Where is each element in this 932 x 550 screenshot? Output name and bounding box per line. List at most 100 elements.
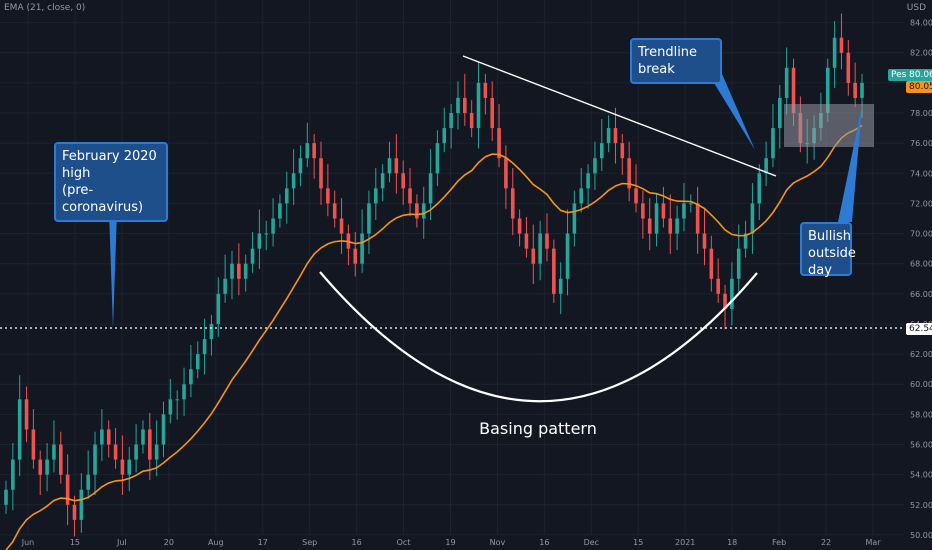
- candle-body-57: [394, 158, 399, 174]
- last-price-tag: 80.06: [906, 69, 932, 81]
- candle-body-69: [476, 82, 481, 129]
- candle-body-28: [195, 354, 200, 370]
- candle-body-20: [141, 429, 145, 445]
- candle-body-56: [387, 158, 392, 174]
- candle-body-10: [72, 504, 77, 520]
- candle-body-76: [524, 233, 529, 249]
- candle-body-7: [52, 444, 56, 460]
- indicator-label[interactable]: EMA (21, close, 0): [4, 3, 86, 13]
- candle-body-109: [750, 203, 755, 234]
- candle-body-81: [558, 278, 563, 294]
- candle-body-29: [202, 339, 207, 355]
- candle-body-70: [483, 82, 488, 98]
- candle-body-89: [613, 128, 618, 144]
- basing-arc[interactable]: [319, 271, 758, 403]
- candle-body-123: [846, 52, 851, 83]
- candle-body-92: [634, 188, 638, 204]
- candle-body-53: [367, 203, 371, 234]
- candle-body-6: [45, 459, 49, 475]
- candle-body-32: [223, 278, 227, 294]
- y-tick-label-16: 82.00: [910, 49, 932, 58]
- candle-body-64: [442, 128, 447, 144]
- candle-body-38: [264, 233, 269, 235]
- candle-body-105: [723, 293, 727, 309]
- candle-body-98: [675, 218, 679, 234]
- x-axis[interactable]: Jun 15 Jul 20 Aug 17 Sep 16 Oct 19 Nov 16 Dec 15 2021 1…: [21, 538, 882, 547]
- candle-body-43: [298, 158, 303, 174]
- candle-body-87: [599, 143, 604, 159]
- candle-body-54: [373, 188, 378, 204]
- candle-body-49: [339, 218, 344, 234]
- y-tick-label-6: 62.00: [910, 350, 932, 359]
- candle-body-45: [312, 143, 316, 159]
- candle-body-21: [148, 429, 152, 460]
- candle-body-9: [65, 474, 70, 505]
- candle-body-121: [832, 37, 837, 68]
- candle-body-5: [38, 459, 43, 475]
- candle-body-74: [510, 188, 515, 219]
- basing-pattern-label: Basing pattern: [479, 419, 597, 438]
- candle-body-75: [517, 218, 522, 234]
- candle-body-22: [154, 444, 159, 460]
- candle-body-26: [182, 384, 186, 400]
- x-tick-label-17: 22: [821, 538, 831, 547]
- candle-body-107: [736, 248, 741, 279]
- x-tick-label-5: 17: [258, 538, 268, 547]
- candle-body-113: [778, 97, 782, 129]
- candle-body-16: [113, 444, 118, 460]
- candle-body-66: [456, 97, 460, 114]
- candle-body-33: [230, 263, 234, 279]
- candle-body-62: [428, 173, 433, 204]
- trendline[interactable]: [462, 55, 777, 177]
- y-tick-label-13: 76.00: [910, 139, 932, 148]
- currency-label: USD: [906, 3, 926, 13]
- candle-body-63: [435, 143, 440, 174]
- candle-body-68: [469, 113, 474, 129]
- candle-body-97: [668, 218, 673, 234]
- candle-body-122: [839, 37, 844, 53]
- trendline-break-callout[interactable]: Trendline break: [630, 38, 722, 84]
- x-tick-label-13: 15: [633, 538, 643, 547]
- y-tick-label-5: 60.00: [910, 380, 932, 389]
- highlight-zone[interactable]: [784, 104, 874, 147]
- candle-body-88: [606, 128, 611, 144]
- hline-price-tag: 62.54: [906, 323, 932, 335]
- x-tick-label-15: 18: [727, 538, 737, 547]
- candle-body-25: [175, 399, 179, 401]
- candle-body-73: [504, 158, 508, 189]
- y-tick-label-1: 52.00: [910, 501, 932, 510]
- x-tick-label-14: 2021: [675, 538, 695, 547]
- candle-body-84: [579, 188, 584, 204]
- y-tick-label-14: 78.00: [910, 109, 932, 118]
- candle-body-93: [641, 203, 645, 219]
- candle-body-52: [360, 233, 364, 264]
- candle-body-42: [291, 173, 296, 189]
- candle-body-8: [58, 444, 63, 475]
- candle-body-51: [353, 248, 358, 264]
- y-tick-label-17: 84.00: [910, 19, 932, 28]
- candle-body-30: [209, 323, 214, 340]
- candle-body-112: [771, 128, 775, 159]
- feb-high-callout[interactable]: February 2020 high (pre-coronavirus): [54, 142, 168, 222]
- candle-body-0: [4, 489, 8, 505]
- candle-body-36: [250, 248, 255, 264]
- candle-body-106: [730, 278, 734, 309]
- candle-body-96: [661, 203, 666, 219]
- x-tick-label-2: Jul: [116, 538, 127, 547]
- candle-body-77: [531, 248, 536, 264]
- candle-body-100: [689, 203, 693, 205]
- candle-body-1: [11, 459, 15, 490]
- candle-body-115: [791, 67, 796, 114]
- candle-body-67: [463, 97, 467, 114]
- candle-body-12: [86, 474, 90, 490]
- candle-body-46: [319, 158, 323, 189]
- candle-body-47: [326, 188, 330, 204]
- y-tick-label-0: 50.00: [910, 531, 932, 540]
- ema-line: [5, 124, 863, 550]
- y-tick-label-9: 68.00: [910, 260, 932, 269]
- bullish-outside-day-callout[interactable]: Bullish outside day: [800, 222, 856, 278]
- candle-body-82: [565, 233, 570, 279]
- candle-body-94: [647, 218, 652, 234]
- x-tick-label-9: 19: [445, 538, 455, 547]
